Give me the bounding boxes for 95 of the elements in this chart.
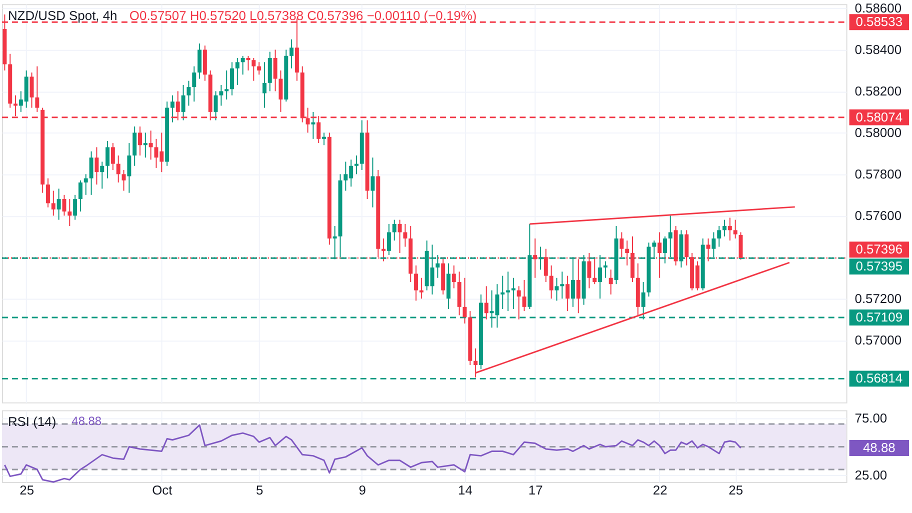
candlestick: [500, 275, 505, 310]
x-tick-label: 22: [652, 482, 668, 498]
ref-line-label: 0.57109: [856, 309, 903, 324]
candlestick: [608, 269, 613, 295]
candlestick: [62, 194, 66, 216]
candlestick: [419, 277, 424, 300]
candlestick: [549, 264, 554, 300]
ref-line-label: 0.58533: [856, 14, 903, 30]
candlestick: [170, 94, 174, 123]
candlestick: [560, 271, 564, 300]
candlestick: [603, 260, 608, 278]
y-tick-label: 0.57200: [854, 291, 902, 306]
candlestick: [138, 126, 142, 156]
y-tick-label: 0.58400: [854, 42, 902, 58]
x-tick-label: 17: [528, 482, 543, 498]
candlestick: [94, 146, 99, 186]
y-tick-label: 0.58600: [854, 0, 902, 16]
candlestick: [257, 62, 262, 76]
candlestick: [122, 170, 126, 192]
candlestick: [506, 271, 510, 312]
candlestick: [219, 84, 224, 106]
chart-subtitle: O0.57507 H0.57520 L0.57388 C0.57396 −0.00110 (−0.19%): [129, 8, 477, 24]
candlestick: [722, 219, 727, 237]
ref-line-label: 0.56814: [856, 370, 903, 386]
candlestick: [354, 155, 358, 175]
candlestick: [73, 194, 78, 220]
candlestick: [35, 66, 40, 112]
candlestick: [240, 55, 245, 76]
text: RSI (14): [8, 414, 56, 430]
y-tick-label: 0.57000: [854, 332, 902, 348]
candlestick: [56, 188, 61, 220]
candlestick: [566, 275, 570, 312]
candlestick: [414, 264, 418, 302]
chart-title: NZD/USD Spot, 4h: [8, 8, 118, 24]
y-tick-label: 75.00: [854, 410, 888, 426]
candlestick: [728, 217, 732, 242]
candlestick: [235, 58, 240, 86]
candlestick: [143, 132, 148, 158]
candlestick: [68, 198, 72, 227]
candlestick: [127, 142, 132, 194]
candlestick: [186, 80, 191, 106]
candlestick: [290, 38, 294, 69]
candlestick: [132, 126, 137, 166]
x-tick-label: 5: [256, 482, 264, 498]
candlestick: [192, 66, 196, 102]
ref-line-label: 0.57396: [856, 242, 903, 257]
candlestick: [230, 62, 234, 96]
candlestick: [252, 58, 256, 82]
candlestick: [78, 180, 82, 212]
candlestick: [106, 140, 110, 179]
annotation: 48.88: [72, 414, 102, 428]
candlestick: [452, 264, 456, 289]
x-tick-label: 9: [358, 482, 366, 498]
candlestick: [214, 90, 218, 121]
candlestick: [392, 219, 396, 242]
y-tick-label: 0.57600: [854, 208, 902, 224]
candlestick: [311, 111, 316, 140]
candlestick: [462, 277, 467, 324]
x-tick-label: 25: [728, 482, 744, 498]
candlestick: [46, 178, 50, 208]
candlestick: [278, 70, 283, 112]
candlestick: [398, 219, 402, 254]
y-tick-label: 25.00: [854, 468, 888, 483]
candlestick: [370, 157, 375, 208]
candlestick: [84, 174, 88, 196]
candlestick: [198, 42, 202, 80]
candlestick: [51, 190, 56, 216]
ref-line-label: 0.58074: [856, 109, 903, 124]
y-tick-label: 0.57800: [854, 166, 902, 182]
candlestick: [554, 277, 559, 302]
candlestick: [100, 161, 104, 190]
candlestick: [262, 62, 266, 108]
candlestick: [733, 219, 738, 239]
candlestick: [89, 150, 94, 196]
y-tick-label: 0.58000: [854, 125, 902, 140]
x-tick-label: 25: [20, 482, 34, 498]
candlestick: [116, 155, 120, 183]
candlestick: [484, 286, 488, 320]
candlestick: [516, 286, 521, 320]
candlestick: [148, 130, 153, 160]
text: 48.88: [862, 440, 896, 455]
candlestick: [717, 226, 722, 248]
x-tick-label: Oct: [152, 482, 173, 498]
candlestick: [224, 70, 229, 100]
ref-line-label: 0.57395: [856, 258, 903, 274]
x-tick-label: 14: [458, 482, 472, 498]
candlestick: [511, 277, 516, 310]
candlestick: [522, 279, 526, 312]
candlestick: [181, 84, 186, 121]
candlestick: [273, 49, 278, 92]
y-tick-label: 0.58200: [854, 84, 902, 99]
candlestick: [110, 142, 115, 171]
candlestick: [322, 132, 326, 146]
candlestick: [386, 223, 391, 256]
candlestick: [403, 223, 408, 248]
